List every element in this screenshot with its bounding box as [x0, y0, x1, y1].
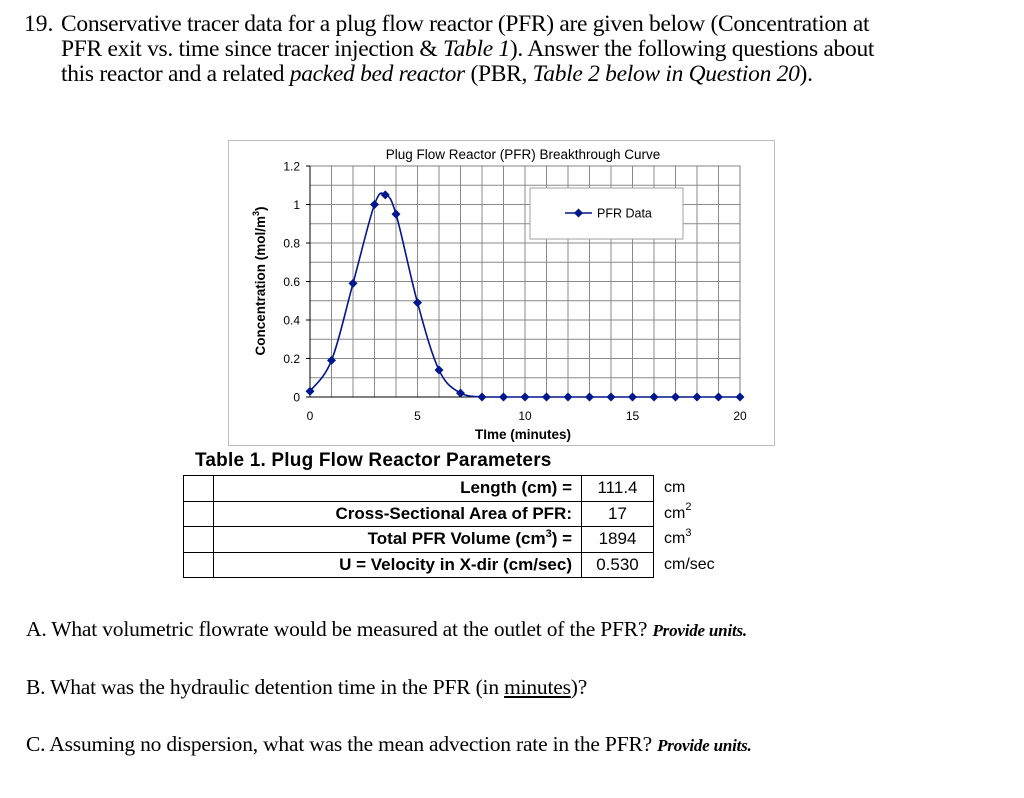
data-point-marker	[434, 365, 444, 375]
question-line-3: this reactor and a related packed bed re…	[61, 62, 1001, 87]
data-point-marker	[563, 392, 573, 402]
chart-title: Plug Flow Reactor (PFR) Breakthrough Cur…	[386, 147, 661, 162]
question-text: Conservative tracer data for a plug flow…	[61, 12, 1001, 87]
text: this reactor and a related	[61, 61, 290, 87]
data-point-marker	[348, 278, 358, 288]
param-value: 111.4	[581, 475, 654, 502]
table-row-length: Length (cm) = 111.4 cm	[183, 475, 734, 502]
x-tick-label: 15	[626, 409, 640, 423]
blank-cell	[183, 500, 214, 527]
y-tick-label: 1	[293, 198, 300, 212]
hint-text: Provide units.	[657, 736, 752, 755]
y-tick-label: 1.2	[283, 160, 300, 174]
param-unit: cm	[654, 476, 734, 502]
question-text: B. What was the hydraulic detention time…	[26, 675, 505, 699]
label-text: ) =	[551, 529, 572, 549]
data-point-marker	[305, 386, 315, 396]
data-point-marker	[370, 200, 379, 209]
unit-text: cm	[664, 479, 686, 497]
data-point-marker	[649, 392, 659, 402]
pfr-parameters-table: Length (cm) = 111.4 cm Cross-Sectional A…	[183, 475, 734, 578]
hint-text: Provide units.	[652, 621, 747, 640]
data-point-marker	[671, 392, 680, 402]
y-tick-label: 0.2	[283, 352, 300, 366]
chart-axes: 0 0.2 0.4 0.6 0.8 1 1.2 0 5 10 15 20	[283, 160, 747, 424]
y-axis-label: Concentration (mol/m3)	[251, 206, 268, 355]
table-row-velocity: U = Velocity in X-dir (cm/sec) 0.530 cm/…	[183, 551, 734, 578]
text: PFR exit vs. time since tracer injection…	[61, 36, 443, 62]
chart-canvas: 0 0.2 0.4 0.6 0.8 1 1.2 0 5 10 15 20 PFR Data Plug …	[251, 147, 747, 442]
x-tick-label: 5	[414, 409, 421, 423]
subquestion-b: B. What was the hydraulic detention time…	[26, 675, 587, 700]
x-tick-label: 20	[733, 409, 747, 423]
x-axis-label: TIme (minutes)	[475, 427, 571, 442]
label-text: Total PFR Volume (cm	[367, 529, 546, 549]
data-point-marker	[628, 392, 637, 402]
table-ref: Table 1	[442, 36, 510, 62]
question-text: A. What volumetric flowrate would be mea…	[26, 617, 653, 641]
underlined-unit: minutes	[504, 675, 571, 699]
data-point-marker	[456, 388, 465, 398]
data-point-marker	[327, 355, 336, 365]
blank-cell	[183, 475, 214, 502]
table-row-volume: Total PFR Volume (cm3) = 1894 cm3	[183, 526, 734, 553]
question-line-2: PFR exit vs. time since tracer injection…	[61, 37, 1001, 62]
table-row-area: Cross-Sectional Area of PFR: 17 cm2	[183, 500, 734, 527]
table-1-title: Table 1. Plug Flow Reactor Parameters	[195, 450, 552, 471]
data-point-marker	[413, 298, 422, 308]
data-point-marker	[380, 190, 390, 200]
data-point-marker	[477, 392, 487, 402]
blank-cell	[183, 526, 214, 553]
y-tick-label: 0.4	[283, 314, 300, 328]
data-point-marker	[735, 392, 745, 402]
data-point-marker	[499, 392, 508, 402]
data-point-marker	[542, 392, 551, 402]
param-label: Cross-Sectional Area of PFR:	[213, 500, 582, 527]
param-label: Total PFR Volume (cm3) =	[213, 526, 582, 553]
table-2-ref: Table 2 below in Question 20	[532, 61, 800, 87]
x-tick-label: 10	[518, 409, 532, 423]
unit-text: cm/sec	[664, 555, 715, 573]
breakthrough-chart: 0 0.2 0.4 0.6 0.8 1 1.2 0 5 10 15 20 PFR Data Plug …	[228, 140, 775, 446]
subquestion-c: C. Assuming no dispersion, what was the …	[26, 732, 752, 757]
question-text: C. Assuming no dispersion, what was the …	[26, 732, 658, 756]
y-tick-label: 0.8	[283, 237, 300, 251]
param-value: 17	[581, 500, 654, 527]
y-tick-label: 0.6	[283, 275, 300, 289]
blank-cell	[183, 551, 214, 578]
question-line-1: Conservative tracer data for a plug flow…	[61, 11, 870, 37]
data-point-marker	[585, 392, 594, 402]
param-value: 1894	[581, 526, 654, 553]
text: ).	[799, 61, 813, 87]
param-label: Length (cm) =	[213, 475, 582, 502]
x-tick-label: 0	[307, 409, 314, 423]
chart-series-pfr-data	[305, 190, 745, 402]
data-point-marker	[520, 392, 530, 402]
data-point-marker	[391, 209, 401, 219]
y-tick-label: 0	[293, 391, 300, 405]
param-value: 0.530	[581, 551, 654, 578]
text: ). Answer the following questions about	[509, 36, 875, 62]
chart-legend: PFR Data	[529, 187, 684, 240]
unit-text: cm	[664, 530, 686, 548]
question-number: 19.	[24, 11, 54, 37]
data-point-marker	[606, 392, 616, 402]
param-unit: cm2	[654, 501, 734, 527]
unit-text: cm	[664, 504, 686, 522]
subquestion-a: A. What volumetric flowrate would be mea…	[26, 617, 747, 642]
data-point-marker	[714, 392, 723, 402]
legend-diamond-icon	[574, 208, 583, 218]
question-text: )?	[570, 675, 588, 699]
legend-label: PFR Data	[597, 207, 652, 221]
unit-exponent: 2	[685, 501, 692, 514]
param-unit: cm3	[654, 527, 734, 553]
pbr-term: packed bed reactor	[289, 61, 465, 87]
param-label: U = Velocity in X-dir (cm/sec)	[213, 551, 582, 578]
param-unit: cm/sec	[654, 552, 734, 578]
unit-exponent: 3	[685, 526, 692, 539]
text: (PBR,	[464, 61, 533, 87]
label-exponent: 3	[545, 527, 552, 540]
data-point-marker	[692, 392, 702, 402]
